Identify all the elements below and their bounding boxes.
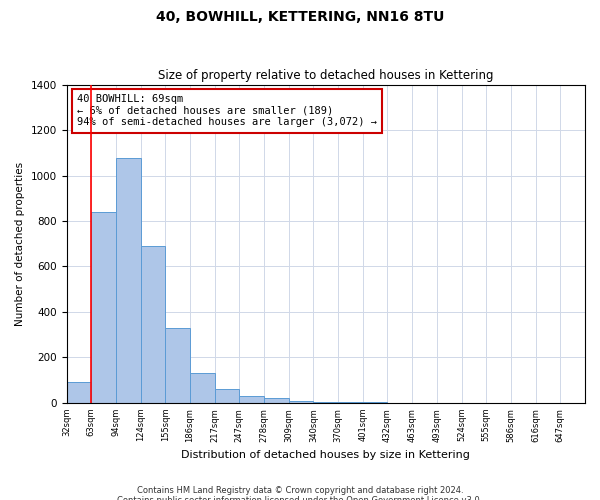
Bar bbox=[67, 382, 91, 403]
X-axis label: Distribution of detached houses by size in Kettering: Distribution of detached houses by size … bbox=[181, 450, 470, 460]
Bar bbox=[338, 402, 363, 403]
Bar bbox=[116, 158, 140, 403]
Text: Contains public sector information licensed under the Open Government Licence v3: Contains public sector information licen… bbox=[118, 496, 482, 500]
Bar bbox=[289, 400, 313, 403]
Title: Size of property relative to detached houses in Kettering: Size of property relative to detached ho… bbox=[158, 69, 494, 82]
Bar bbox=[140, 246, 165, 403]
Bar bbox=[190, 374, 215, 403]
Bar bbox=[165, 328, 190, 403]
Bar bbox=[264, 398, 289, 403]
Bar bbox=[313, 402, 338, 403]
Bar bbox=[239, 396, 264, 403]
Text: Contains HM Land Registry data © Crown copyright and database right 2024.: Contains HM Land Registry data © Crown c… bbox=[137, 486, 463, 495]
Text: 40, BOWHILL, KETTERING, NN16 8TU: 40, BOWHILL, KETTERING, NN16 8TU bbox=[156, 10, 444, 24]
Bar bbox=[91, 212, 116, 403]
Bar bbox=[215, 390, 239, 403]
Text: 40 BOWHILL: 69sqm
← 6% of detached houses are smaller (189)
94% of semi-detached: 40 BOWHILL: 69sqm ← 6% of detached house… bbox=[77, 94, 377, 128]
Y-axis label: Number of detached properties: Number of detached properties bbox=[15, 162, 25, 326]
